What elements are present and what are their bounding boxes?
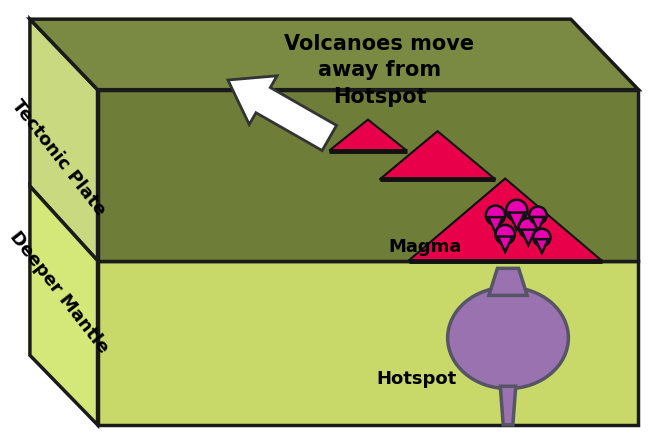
Circle shape bbox=[529, 206, 547, 224]
Text: Tectonic Plate: Tectonic Plate bbox=[8, 96, 110, 218]
Polygon shape bbox=[488, 217, 502, 233]
Polygon shape bbox=[98, 260, 638, 425]
Text: Volcanoes move
away from
Hotspot: Volcanoes move away from Hotspot bbox=[285, 34, 474, 107]
Circle shape bbox=[519, 218, 538, 237]
Circle shape bbox=[495, 225, 515, 244]
Polygon shape bbox=[30, 19, 98, 260]
Polygon shape bbox=[30, 19, 638, 89]
Polygon shape bbox=[380, 131, 495, 179]
Polygon shape bbox=[98, 89, 638, 260]
Text: Deeper Mantle: Deeper Mantle bbox=[6, 228, 112, 357]
Ellipse shape bbox=[448, 287, 568, 389]
Circle shape bbox=[486, 206, 505, 225]
Circle shape bbox=[506, 200, 527, 221]
Polygon shape bbox=[330, 120, 407, 151]
Polygon shape bbox=[409, 179, 602, 260]
Polygon shape bbox=[532, 217, 545, 231]
Polygon shape bbox=[498, 237, 512, 252]
Polygon shape bbox=[509, 213, 525, 229]
Circle shape bbox=[533, 229, 551, 246]
Polygon shape bbox=[536, 239, 549, 253]
Polygon shape bbox=[521, 230, 536, 245]
Polygon shape bbox=[489, 268, 527, 295]
Text: Magma: Magma bbox=[388, 238, 462, 256]
Polygon shape bbox=[30, 186, 98, 425]
Text: Hotspot: Hotspot bbox=[376, 370, 457, 389]
Polygon shape bbox=[500, 386, 515, 425]
FancyArrow shape bbox=[228, 76, 337, 151]
